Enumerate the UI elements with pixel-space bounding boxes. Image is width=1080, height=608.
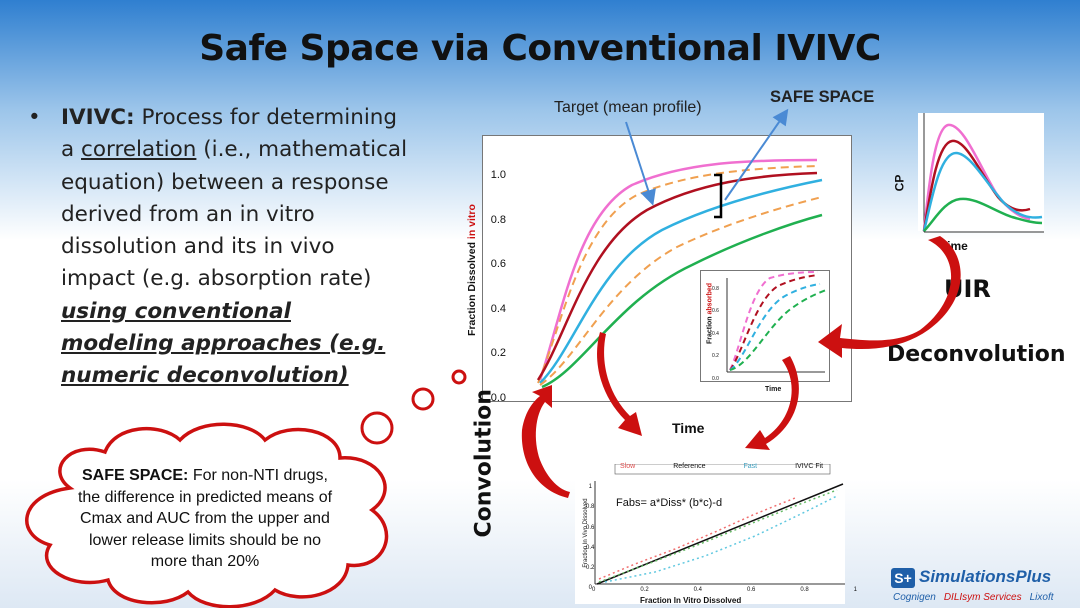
ivivc-bullet: • IVIVC: Process for determining a corre… <box>28 102 408 393</box>
bullet-term: IVIVC: <box>61 105 135 130</box>
uir-arrow <box>818 236 961 358</box>
ivivc-legend: Slow Reference Fast IVIVC Fit <box>620 463 835 470</box>
absorbed-chart-panel <box>700 270 830 382</box>
ivivc-ytick-0: 0 <box>588 585 592 592</box>
abs-curve-sky <box>729 283 821 371</box>
thought-bubble-1 <box>451 369 467 385</box>
safe-space-bracket <box>714 173 723 219</box>
ytick-0.4: 0.4 <box>490 302 506 315</box>
dissolution-xlabel: Time <box>672 420 705 436</box>
curve-pink <box>538 158 818 381</box>
safe-space-text: SAFE SPACE: For non-NTI drugs, the diffe… <box>70 465 340 573</box>
logo-sub-lixoft: Lixoft <box>1029 592 1054 603</box>
ivivc-xlabel: Fraction In Vitro Dissolved <box>640 596 742 605</box>
ivivc-ytick-0.4: 0.4 <box>586 544 595 551</box>
ytick-0.0: 0.0 <box>490 391 506 404</box>
legend-reference: Reference <box>673 463 706 470</box>
bullet-text-3: (i.e., mathematical equation) between a … <box>61 137 408 292</box>
ivivc-xtick-2: 0.4 <box>693 587 702 593</box>
bullet-text-1: Process for determining a <box>61 105 398 163</box>
ytick-1.0: 1.0 <box>490 169 506 181</box>
ivivc-ytick-0.8: 0.8 <box>586 504 595 511</box>
ivivc-slow-points <box>598 497 796 580</box>
abs-ytick-0.6: 0.6 <box>712 308 719 315</box>
ivivc-xtick-3: 0.6 <box>746 587 756 593</box>
abs-ytick-0.0: 0.0 <box>712 375 719 382</box>
ytick-0.6: 0.6 <box>490 258 506 271</box>
ivivc-chart-panel <box>575 464 845 604</box>
ivivc-ytick-0.6: 0.6 <box>586 524 595 531</box>
dissolution-to-abs-arrow <box>597 332 642 436</box>
thought-bubble-2 <box>411 387 435 411</box>
convolution-arrow <box>521 385 570 498</box>
target-label: Target (mean profile) <box>554 99 702 116</box>
abs-curve-pink <box>729 271 819 371</box>
curve-green <box>541 213 823 389</box>
abs-to-ivivc-arrow <box>745 356 799 450</box>
legend-slow: Slow <box>620 463 636 470</box>
bullet-text: IVIVC: Process for determining a correla… <box>28 102 408 393</box>
ivivc-equation: Fabs= a*Diss* (b*c)-d <box>616 497 723 509</box>
curve-orange-lower <box>539 196 823 386</box>
thought-bubble-3 <box>360 411 394 445</box>
curve-darkred <box>536 171 818 381</box>
ivivc-yticks: 1 0.8 0.6 0.4 0.2 0 <box>586 477 595 599</box>
bullet-correlation: correlation <box>81 137 197 163</box>
cp-chart <box>922 113 1044 233</box>
ivivc-chart <box>594 464 845 585</box>
ivivc-xtick-4: 0.8 <box>800 587 809 593</box>
logo-sub-cognigen: Cognigen <box>893 592 936 603</box>
ivivc-ytick-0.2: 0.2 <box>586 565 595 572</box>
dissolution-yticks: 1.0 0.8 0.6 0.4 0.2 0.0 <box>488 153 506 421</box>
cp-curve-sky <box>922 151 1043 232</box>
safe-space-cloud <box>25 422 389 608</box>
cp-curve-darkred <box>922 139 1031 232</box>
safe-space-arrow <box>724 108 789 201</box>
bullet-dot: • <box>28 105 41 130</box>
abs-curve-darkred <box>729 274 819 371</box>
absorbed-chart <box>726 271 827 373</box>
slide-title: Safe Space via Conventional IVIVC <box>199 28 881 69</box>
ivivc-xtick-0: 0 <box>592 587 596 593</box>
abs-ytick-0.8: 0.8 <box>712 286 719 292</box>
ytick-0.8: 0.8 <box>490 213 506 226</box>
ivivc-xtick-1: 0.2 <box>640 587 649 593</box>
legend-fast: Fast <box>743 463 758 470</box>
target-arrow <box>625 121 656 206</box>
curve-sky <box>539 178 823 384</box>
ivivc-xtick-5: 1 <box>853 587 857 593</box>
safe-space-label: SAFE SPACE <box>770 88 875 106</box>
cp-curve-green <box>923 197 1043 232</box>
dissolution-chart <box>536 158 823 389</box>
logo-name: SimulationsPlus <box>919 567 1052 586</box>
legend-fit: IVIVC Fit <box>795 463 824 470</box>
safe-space-body: For non-NTI drugs, the difference in pre… <box>77 467 333 570</box>
ytick-0.2: 0.2 <box>490 347 506 360</box>
logo-sub-dilisym: DILIsym Services <box>943 592 1022 603</box>
ivivc-reference-points <box>598 489 838 583</box>
simulations-plus-logo: S+ SimulationsPlus Cognigen DILIsym Serv… <box>889 566 1079 606</box>
abs-curve-green <box>729 289 827 371</box>
bullet-method: using conventional modeling approaches (… <box>61 298 386 389</box>
logo-subsidiaries: Cognigen DILIsym Services Lixoft <box>893 592 1054 603</box>
deconvolution-label: Deconvolution <box>887 342 1066 367</box>
ivivc-xticks: 0 0.2 0.4 0.6 0.8 1 <box>592 587 857 593</box>
abs-ytick-0.2: 0.2 <box>712 353 719 360</box>
ivivc-ytick-1: 1 <box>588 484 592 490</box>
logo-badge: S+ <box>891 568 915 588</box>
absorbed-yticks: 0.8 0.6 0.4 0.2 0.0 <box>712 278 719 390</box>
abs-ytick-0.4: 0.4 <box>712 330 719 337</box>
absorbed-xlabel: Time <box>765 386 782 393</box>
safe-space-heading: SAFE SPACE: <box>82 467 189 484</box>
ivivc-fast-points <box>604 495 838 583</box>
